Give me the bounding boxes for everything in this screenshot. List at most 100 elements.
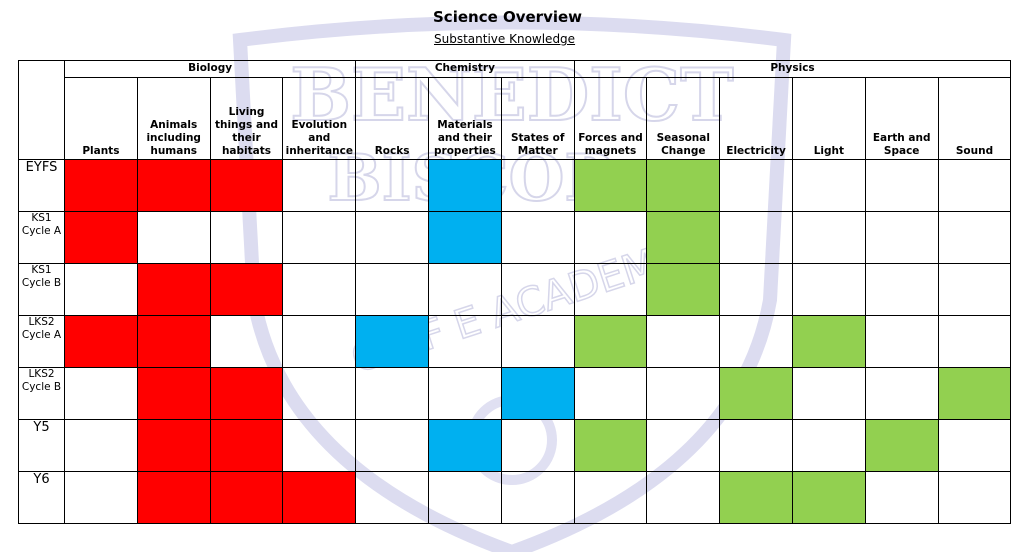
coverage-cell xyxy=(864,419,939,472)
coverage-cell xyxy=(573,159,648,212)
coverage-cell xyxy=(282,159,357,212)
coverage-cell xyxy=(427,263,502,316)
coverage-cell xyxy=(427,471,502,524)
coverage-cell xyxy=(427,419,502,472)
coverage-cell xyxy=(500,315,575,368)
coverage-cell xyxy=(937,367,1012,420)
coverage-cell xyxy=(136,419,211,472)
page-subtitle: Substantive Knowledge xyxy=(434,32,576,46)
subject-header: Evolution and inheritance xyxy=(282,77,357,160)
coverage-cell xyxy=(209,211,284,264)
coverage-cell xyxy=(282,367,357,420)
coverage-cell xyxy=(500,159,575,212)
coverage-cell xyxy=(864,315,939,368)
coverage-cell xyxy=(500,367,575,420)
coverage-cell xyxy=(355,159,429,212)
coverage-cell xyxy=(282,263,357,316)
row-label: LKS2 Cycle B xyxy=(18,367,65,420)
subject-header: Animals including humans xyxy=(136,77,211,160)
coverage-cell xyxy=(427,211,502,264)
subject-header-row: Plants Animals including humans Living thi… xyxy=(19,77,1012,160)
coverage-cell xyxy=(719,367,793,420)
coverage-cell xyxy=(646,159,721,212)
coverage-cell xyxy=(64,211,138,264)
coverage-cell xyxy=(646,315,721,368)
table-row: LKS2 Cycle B xyxy=(18,367,1012,420)
coverage-cell xyxy=(209,315,284,368)
coverage-cell xyxy=(355,315,429,368)
coverage-cell xyxy=(209,471,284,524)
coverage-cell xyxy=(937,315,1012,368)
coverage-cell xyxy=(64,315,138,368)
coverage-cell xyxy=(937,159,1012,212)
group-header-physics: Physics xyxy=(573,60,1012,78)
coverage-cell xyxy=(355,367,429,420)
coverage-cell xyxy=(282,315,357,368)
table-row: LKS2 Cycle A xyxy=(18,315,1012,368)
coverage-cell xyxy=(864,471,939,524)
coverage-cell xyxy=(64,263,138,316)
coverage-cell xyxy=(136,159,211,212)
coverage-cell xyxy=(500,471,575,524)
row-label: KS1 Cycle A xyxy=(18,211,65,264)
table-row: KS1 Cycle B xyxy=(18,263,1012,316)
row-label: Y6 xyxy=(18,471,65,524)
row-label: KS1 Cycle B xyxy=(18,263,65,316)
corner-cell xyxy=(18,60,65,160)
row-label: EYFS xyxy=(18,159,65,212)
coverage-cell xyxy=(355,263,429,316)
subject-header: Forces and magnets xyxy=(573,77,648,160)
table-row: Y6 xyxy=(18,471,1012,524)
coverage-cell xyxy=(791,211,866,264)
coverage-cell xyxy=(646,211,721,264)
coverage-cell xyxy=(791,367,866,420)
coverage-cell xyxy=(719,419,793,472)
coverage-cell xyxy=(719,211,793,264)
coverage-cell xyxy=(64,159,138,212)
coverage-cell xyxy=(136,471,211,524)
coverage-cell xyxy=(64,367,138,420)
coverage-cell xyxy=(136,263,211,316)
coverage-cell xyxy=(791,263,866,316)
coverage-cell xyxy=(573,211,648,264)
coverage-cell xyxy=(646,419,721,472)
coverage-cell xyxy=(937,263,1012,316)
coverage-cell xyxy=(282,419,357,472)
coverage-cell xyxy=(864,367,939,420)
coverage-cell xyxy=(282,211,357,264)
subject-header: Rocks xyxy=(355,77,429,160)
science-overview-table: Biology Chemistry Physics Plants Animals … xyxy=(18,60,1012,524)
coverage-cell xyxy=(719,159,793,212)
coverage-cell xyxy=(500,211,575,264)
coverage-cell xyxy=(64,419,138,472)
coverage-cell xyxy=(136,367,211,420)
subject-header: Light xyxy=(791,77,866,160)
coverage-cell xyxy=(427,367,502,420)
coverage-cell xyxy=(864,159,939,212)
coverage-cell xyxy=(937,211,1012,264)
coverage-cell xyxy=(573,471,648,524)
coverage-cell xyxy=(791,315,866,368)
coverage-cell xyxy=(864,211,939,264)
subject-header: States of Matter xyxy=(500,77,575,160)
subject-header: Seasonal Change xyxy=(646,77,721,160)
coverage-cell xyxy=(791,419,866,472)
coverage-cell xyxy=(209,419,284,472)
coverage-cell xyxy=(136,211,211,264)
row-label: LKS2 Cycle A xyxy=(18,315,65,368)
coverage-cell xyxy=(573,315,648,368)
subject-header: Materials and their properties xyxy=(427,77,502,160)
coverage-cell xyxy=(209,367,284,420)
table-body: EYFS KS1 Cycle A KS1 Cycle B LKS2 Cycle A LK… xyxy=(18,159,1012,524)
coverage-cell xyxy=(136,315,211,368)
subject-header: Earth and Space xyxy=(864,77,939,160)
subject-header: Living things and their habitats xyxy=(209,77,284,160)
page-title: Science Overview xyxy=(433,8,583,26)
coverage-cell xyxy=(864,263,939,316)
coverage-cell xyxy=(282,471,357,524)
coverage-cell xyxy=(573,419,648,472)
coverage-cell xyxy=(937,419,1012,472)
table-row: KS1 Cycle A xyxy=(18,211,1012,264)
coverage-cell xyxy=(209,263,284,316)
